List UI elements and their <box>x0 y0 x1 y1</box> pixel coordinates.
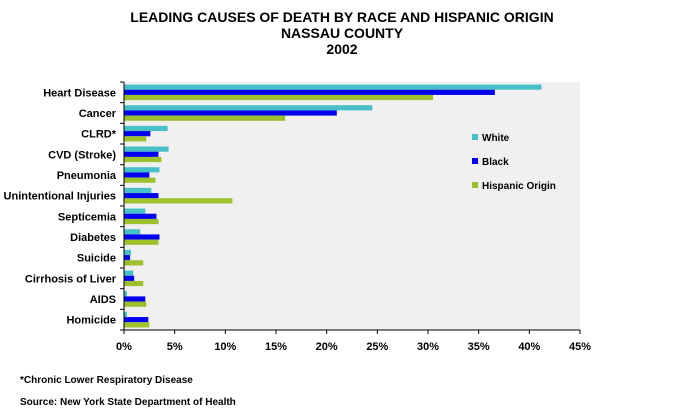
bar <box>124 105 373 111</box>
bar <box>124 110 337 116</box>
bar <box>124 213 157 219</box>
x-tick-label: 45% <box>569 341 591 353</box>
bar <box>124 198 233 204</box>
bar <box>124 229 141 235</box>
bar <box>124 125 168 132</box>
bar <box>124 218 159 225</box>
bar <box>124 208 146 214</box>
bar <box>124 322 150 328</box>
bar <box>124 311 128 318</box>
chart-title-line-2: NASSAU COUNTY <box>280 25 404 41</box>
x-tick-label: 5% <box>167 341 183 353</box>
chart-title: LEADING CAUSES OF DEATH BY RACE AND HISP… <box>0 9 684 57</box>
category-label: Cancer <box>79 108 117 120</box>
bar <box>124 146 169 152</box>
category-label: CVD (Stroke) <box>48 149 116 161</box>
legend-swatch <box>472 158 478 164</box>
x-tick-label: 15% <box>265 341 287 353</box>
legend: White Black Hispanic Origin <box>472 133 556 192</box>
bar <box>124 301 147 307</box>
bar <box>124 115 286 121</box>
chart-title-line-1: LEADING CAUSES OF DEATH BY RACE AND HISP… <box>130 9 554 25</box>
category-label: CLRD* <box>81 129 117 141</box>
category-label: Septicemia <box>58 211 117 223</box>
bar <box>124 187 152 194</box>
x-axis: 0% 5% 10% 15% 20% 25% 30% 35% 40% 45% <box>116 81 591 353</box>
bar <box>124 167 160 173</box>
x-tick-label: 25% <box>366 341 388 353</box>
footnote-source: Source: New York State Department of Hea… <box>20 397 236 408</box>
category-label: Suicide <box>77 253 116 265</box>
bar <box>124 156 162 163</box>
x-tick-label: 40% <box>518 341 540 353</box>
category-label: AIDS <box>90 294 116 306</box>
bar <box>124 255 131 261</box>
legend-swatch <box>472 182 478 188</box>
x-tick-label: 0% <box>116 341 132 353</box>
x-tick-label: 30% <box>417 341 439 353</box>
category-label: Diabetes <box>70 232 116 244</box>
bar <box>124 239 159 245</box>
category-label: Heart Disease <box>43 87 116 99</box>
bar <box>124 317 149 323</box>
category-label: Unintentional Injuries <box>4 191 116 203</box>
category-label: Pneumonia <box>57 170 117 182</box>
bar <box>124 275 135 281</box>
chart-title-line-3: 2002 <box>326 41 358 57</box>
category-label: Cirrhosis of Liver <box>25 273 117 285</box>
bar <box>124 234 160 240</box>
category-label: Homicide <box>66 315 116 327</box>
legend-label: Black <box>482 157 509 168</box>
bar <box>124 172 150 178</box>
bar <box>124 151 159 157</box>
bar <box>124 249 132 256</box>
bar <box>124 177 156 183</box>
plot-area <box>124 82 580 330</box>
category-labels: Heart Disease Cancer CLRD* CVD (Stroke) Pneu… <box>4 87 117 326</box>
x-tick-label: 20% <box>316 341 338 353</box>
footnote-abbreviation: *Chronic Lower Respiratory Disease <box>20 375 193 386</box>
bar <box>124 131 151 137</box>
bar <box>124 94 434 101</box>
x-tick-label: 10% <box>214 341 236 353</box>
x-tick-label: 35% <box>468 341 490 353</box>
bar <box>124 270 134 276</box>
bar <box>124 280 144 287</box>
bar <box>124 136 147 142</box>
legend-label: Hispanic Origin <box>482 181 556 192</box>
bar <box>124 193 159 199</box>
bar <box>124 84 542 90</box>
bars <box>124 84 542 328</box>
legend-label: White <box>482 133 510 144</box>
legend-swatch <box>472 134 478 140</box>
bar <box>124 260 144 266</box>
bar <box>124 291 128 297</box>
bar <box>124 89 495 95</box>
bar <box>124 296 146 302</box>
